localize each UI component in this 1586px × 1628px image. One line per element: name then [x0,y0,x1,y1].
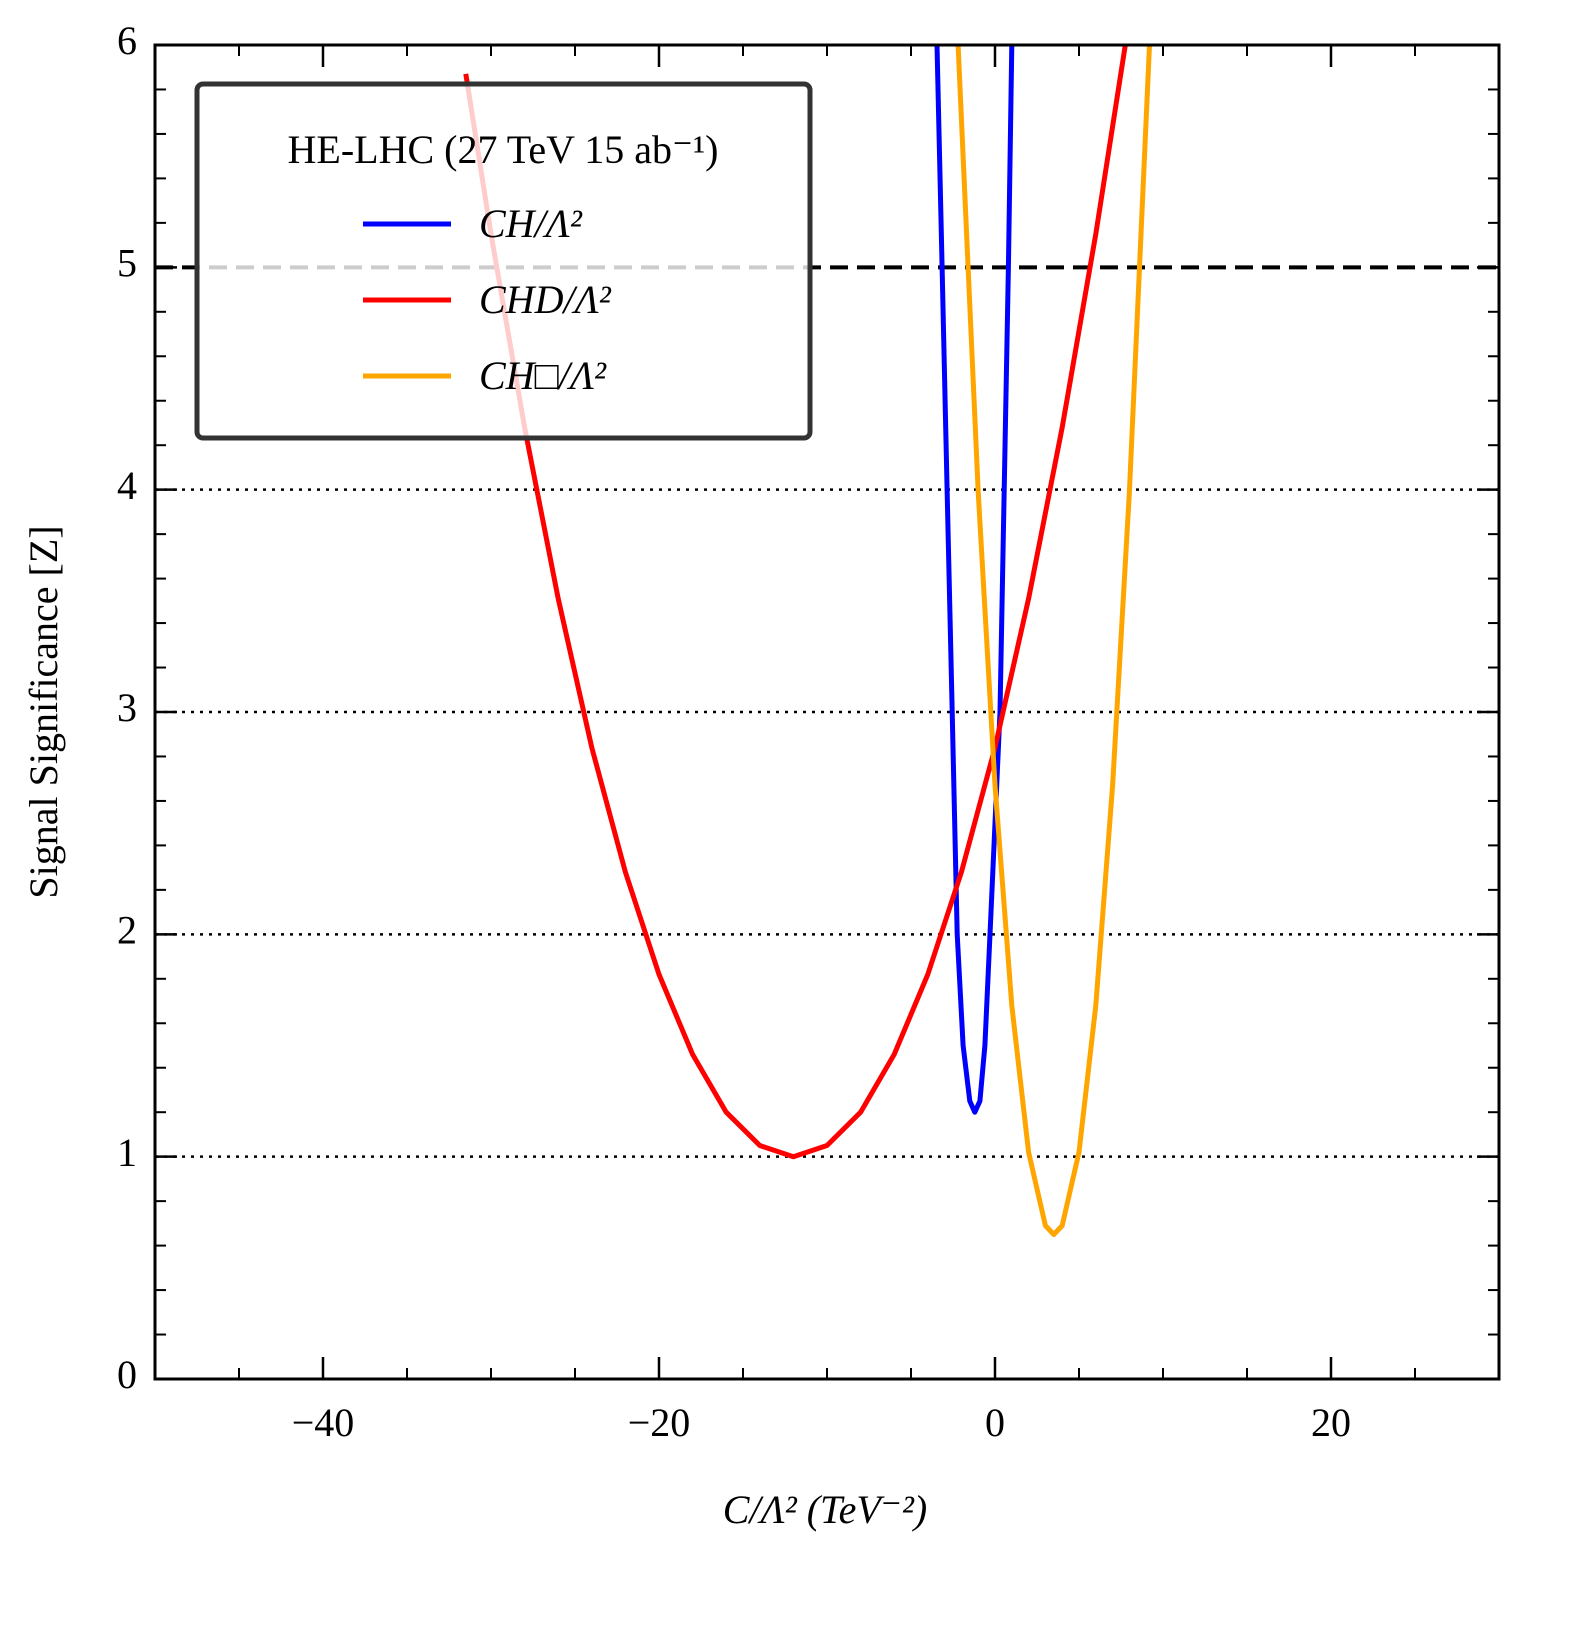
series-line [463,45,1128,1160]
legend-label: CH□/Λ² [479,353,607,398]
x-tick-label: 20 [1311,1400,1351,1445]
legend-title: HE-LHC (27 TeV 15 ab⁻¹) [288,127,719,172]
x-tick-label: −40 [292,1400,355,1445]
legend-label: CHD/Λ² [479,277,612,322]
x-axis-label: C/Λ² (TeV⁻²) [723,1487,927,1532]
y-tick-label: 2 [117,908,137,953]
y-tick-label: 1 [117,1130,137,1175]
y-tick-label: 5 [117,241,137,286]
legend-label: CH/Λ² [479,201,583,246]
y-tick-label: 3 [117,685,137,730]
x-tick-label: −20 [628,1400,691,1445]
y-tick-label: 4 [117,463,137,508]
y-tick-label: 0 [117,1352,137,1397]
plot-area [463,45,1153,1237]
y-axis-label: Signal Significance [Z] [21,525,66,898]
legend-box [194,81,813,441]
x-tick-label: 0 [985,1400,1005,1445]
series-line [934,45,1015,1115]
y-tick-label: 6 [117,18,137,63]
series-line [955,45,1153,1237]
